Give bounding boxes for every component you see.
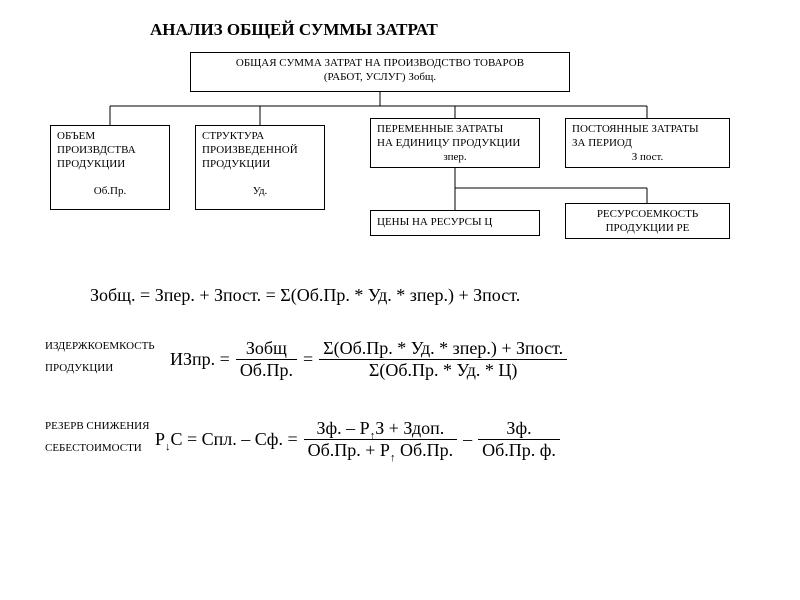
b3-l2: НА ЕДИНИЦУ ПРОДУКЦИИ	[377, 137, 533, 151]
b2-sym: Уд.	[202, 185, 318, 199]
box-b5: ЦЕНЫ НА РЕСУРСЫ Ц	[370, 210, 540, 236]
b3-sym: зпер.	[377, 151, 533, 165]
izd-frac2-den: Σ(Об.Пр. * Уд. * Ц)	[319, 360, 567, 381]
b4-sym: З пост.	[572, 151, 723, 165]
izd-label2: ПРОДУКЦИИ	[45, 362, 113, 374]
formula-main: Зобщ. = Зпер. + Зпост. = Σ(Об.Пр. * Уд. …	[90, 285, 520, 306]
izd-frac1: Зобщ Об.Пр.	[236, 338, 297, 381]
reserve-label1: РЕЗЕРВ СНИЖЕНИЯ	[45, 420, 149, 432]
box-root-line1: ОБЩАЯ СУММА ЗАТРАТ НА ПРОИЗВОДСТВО ТОВАР…	[197, 57, 563, 71]
res-frac1-den: Об.Пр. + Р↑ Об.Пр.	[304, 440, 457, 461]
formula-reserve: Р↓С = Спл. – Сф. = Зф. – Р↑З + Здоп. Об.…	[155, 418, 560, 461]
b1-l3: ПРОДУКЦИИ	[57, 158, 163, 172]
izd-frac2: Σ(Об.Пр. * Уд. * зпер.) + Зпост. Σ(Об.Пр…	[319, 338, 567, 381]
res-f1n-a: Зф. – Р	[317, 418, 370, 438]
b2-l3: ПРОДУКЦИИ	[202, 158, 318, 172]
res-frac2: Зф. Об.Пр. ф.	[478, 418, 560, 461]
izd-mid: =	[303, 349, 313, 370]
b1-l2: ПРОИЗВДСТВА	[57, 144, 163, 158]
res-lhs-b: С = Спл. – Сф. =	[171, 429, 298, 449]
b4-l2: ЗА ПЕРИОД	[572, 137, 723, 151]
b6-l1: РЕСУРСОЕМКОСТЬ	[572, 208, 723, 222]
res-frac2-num: Зф.	[478, 418, 560, 440]
res-lhs: Р↓С = Спл. – Сф. =	[155, 429, 298, 450]
res-frac1: Зф. – Р↑З + Здоп. Об.Пр. + Р↑ Об.Пр.	[304, 418, 457, 461]
b1-sym: Об.Пр.	[57, 185, 163, 199]
box-b6: РЕСУРСОЕМКОСТЬ ПРОДУКЦИИ РЕ	[565, 203, 730, 239]
b3-l1: ПЕРЕМЕННЫЕ ЗАТРАТЫ	[377, 123, 533, 137]
res-lhs-a: Р	[155, 429, 165, 449]
box-root-line2: (РАБОТ, УСЛУГ) Зобщ.	[197, 71, 563, 85]
izd-frac1-num: Зобщ	[236, 338, 297, 360]
b2-l2: ПРОИЗВЕДЕННОЙ	[202, 144, 318, 158]
b2-l1: СТРУКТУРА	[202, 130, 318, 144]
izd-label1: ИЗДЕРЖКОЕМКОСТЬ	[45, 340, 155, 352]
res-f1d-a: Об.Пр. + Р	[308, 440, 390, 460]
box-b2: СТРУКТУРА ПРОИЗВЕДЕННОЙ ПРОДУКЦИИ Уд.	[195, 125, 325, 210]
res-frac1-num: Зф. – Р↑З + Здоп.	[304, 418, 457, 440]
b4-l1: ПОСТОЯННЫЕ ЗАТРАТЫ	[572, 123, 723, 137]
formula-izd: ИЗпр. = Зобщ Об.Пр. = Σ(Об.Пр. * Уд. * з…	[170, 338, 567, 381]
res-minus: –	[463, 429, 472, 450]
res-f1d-b: Об.Пр.	[395, 440, 453, 460]
b1-l1: ОБЪЕМ	[57, 130, 163, 144]
box-root: ОБЩАЯ СУММА ЗАТРАТ НА ПРОИЗВОДСТВО ТОВАР…	[190, 52, 570, 92]
izd-frac2-num: Σ(Об.Пр. * Уд. * зпер.) + Зпост.	[319, 338, 567, 360]
page-title: АНАЛИЗ ОБЩЕЙ СУММЫ ЗАТРАТ	[150, 20, 438, 40]
res-frac2-den: Об.Пр. ф.	[478, 440, 560, 461]
reserve-label2: СЕБЕСТОИМОСТИ	[45, 442, 142, 454]
izd-lhs: ИЗпр. =	[170, 349, 230, 370]
box-b3: ПЕРЕМЕННЫЕ ЗАТРАТЫ НА ЕДИНИЦУ ПРОДУКЦИИ …	[370, 118, 540, 168]
res-f1n-b: З + Здоп.	[375, 418, 444, 438]
box-b4: ПОСТОЯННЫЕ ЗАТРАТЫ ЗА ПЕРИОД З пост.	[565, 118, 730, 168]
b5-text: ЦЕНЫ НА РЕСУРСЫ Ц	[377, 216, 492, 230]
box-b1: ОБЪЕМ ПРОИЗВДСТВА ПРОДУКЦИИ Об.Пр.	[50, 125, 170, 210]
izd-frac1-den: Об.Пр.	[236, 360, 297, 381]
b6-l2: ПРОДУКЦИИ РЕ	[572, 222, 723, 236]
